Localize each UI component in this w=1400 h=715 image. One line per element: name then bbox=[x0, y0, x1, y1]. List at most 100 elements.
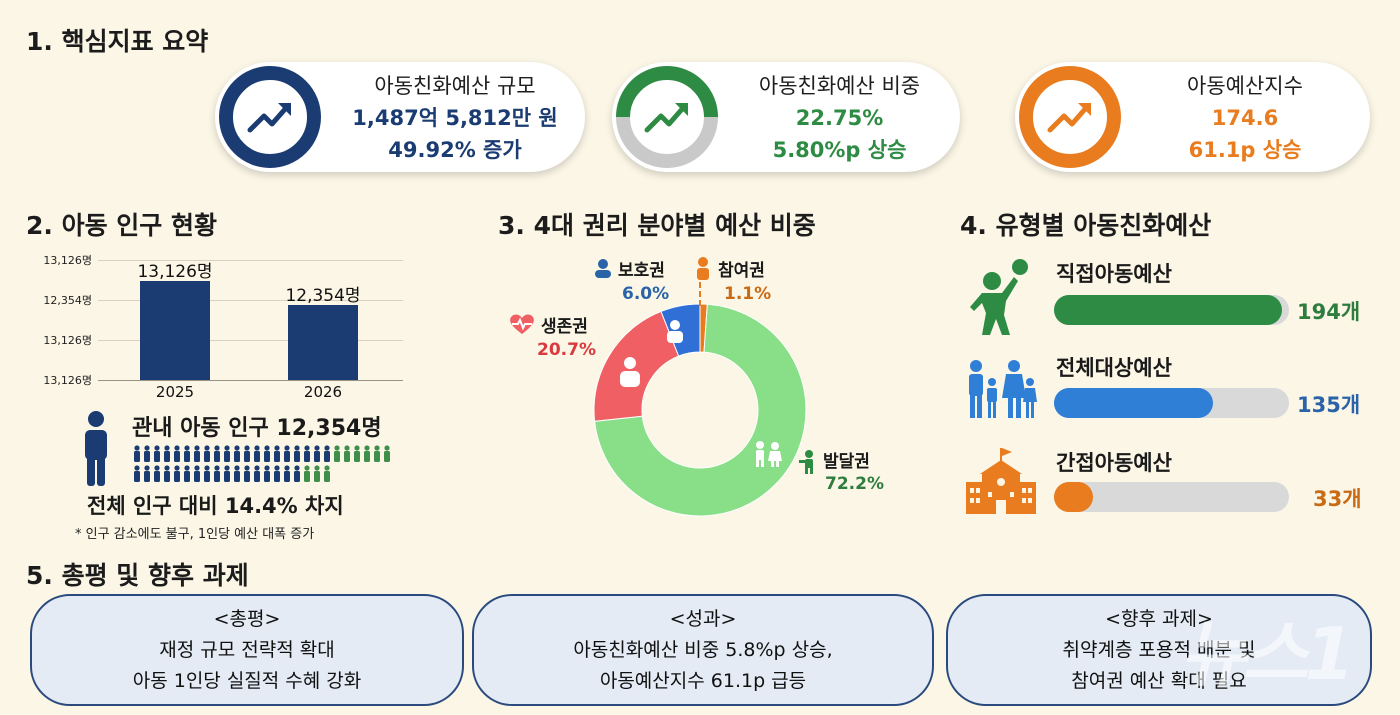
card-heading: <향후 과제> bbox=[1105, 608, 1213, 630]
bar-2025 bbox=[140, 281, 210, 380]
person-pictogram-icon bbox=[244, 465, 250, 482]
person-pictogram-icon bbox=[204, 465, 210, 482]
heart-pulse-icon bbox=[510, 314, 534, 334]
family-icon bbox=[969, 360, 1037, 418]
indirect-budget-bar-track bbox=[1054, 482, 1289, 512]
person-pictogram-icon bbox=[134, 465, 140, 482]
person-pictogram-icon bbox=[254, 465, 260, 482]
person-pictogram-icon bbox=[354, 445, 360, 462]
type-count-universal: 135개 bbox=[1297, 393, 1361, 417]
kpi-card-child-budget-index: 아동예산지수 174.6 61.1p 상승 bbox=[1015, 62, 1370, 172]
donut-slice-heart-pulse bbox=[593, 310, 680, 422]
section4-title: 4. 유형별 아동친화예산 bbox=[960, 211, 1212, 240]
person-pictogram-icon bbox=[254, 445, 260, 462]
person-pictogram-icon bbox=[144, 445, 150, 462]
type-label-indirect: 간접아동예산 bbox=[1056, 451, 1172, 475]
donut-pct-protection: 6.0% bbox=[622, 284, 670, 304]
population-share-text: 전체 인구 대비 14.4% 차지 bbox=[87, 494, 344, 518]
y-tick-label: 13,126명 bbox=[43, 254, 92, 267]
trend-up-icon bbox=[644, 103, 688, 133]
type-count-indirect: 33개 bbox=[1313, 487, 1362, 511]
person-pictogram-icon bbox=[134, 445, 140, 462]
raised-hand-icon bbox=[697, 257, 709, 280]
card-line: 재정 규모 전략적 확대 bbox=[159, 639, 335, 661]
kpi-value: 22.75% bbox=[795, 106, 884, 130]
person-pictogram-icon bbox=[294, 445, 300, 462]
person-pictogram-icon bbox=[264, 445, 270, 462]
bar-data-label: 13,126명 bbox=[137, 262, 213, 282]
card-line: 아동예산지수 61.1p 급등 bbox=[599, 670, 807, 692]
type-label-direct: 직접아동예산 bbox=[1056, 262, 1172, 286]
guardian-icon bbox=[667, 320, 683, 343]
y-tick-label: 13,126명 bbox=[43, 374, 92, 387]
budget-size-ring bbox=[219, 66, 321, 168]
person-pictogram-icon bbox=[174, 445, 180, 462]
kpi-value: 174.6 bbox=[1211, 106, 1279, 130]
section2-title: 2. 아동 인구 현황 bbox=[26, 211, 218, 240]
gridline bbox=[98, 300, 403, 301]
type-count-direct: 194개 bbox=[1297, 300, 1361, 324]
summary-card-future-tasks: <향후 과제> 취약계층 포용적 배분 및 참여권 예산 확대 필요 bbox=[946, 594, 1372, 706]
population-note: * 인구 감소에도 불구, 1인당 예산 대폭 증가 bbox=[75, 527, 315, 542]
x-axis-line bbox=[98, 380, 403, 381]
person-pictogram-icon bbox=[334, 445, 340, 462]
summary-card-achievement: <성과> 아동친화예산 비중 5.8%p 상승, 아동예산지수 61.1p 급등 bbox=[472, 594, 934, 706]
person-pictogram-icon bbox=[234, 445, 240, 462]
card-line: 참여권 예산 확대 필요 bbox=[1071, 670, 1247, 692]
person-pictogram-icon bbox=[344, 445, 350, 462]
budget-share-ring bbox=[616, 66, 718, 168]
kpi-card-budget-share: 아동친화예산 비중 22.75% 5.80%p 상승 bbox=[612, 62, 960, 172]
person-pictogram-icon bbox=[324, 465, 330, 482]
card-line: 취약계층 포용적 배분 및 bbox=[1062, 639, 1256, 661]
rights-donut-chart bbox=[593, 303, 807, 517]
kpi-label: 아동예산지수 bbox=[1187, 74, 1303, 98]
donut-label-participation: 참여권 bbox=[718, 261, 765, 281]
direct-budget-bar bbox=[1054, 295, 1282, 325]
y-tick-label: 13,126명 bbox=[43, 334, 92, 347]
population-bar-chart: 13,126명 12,354명 13,126명 13,126명 13,126명 … bbox=[0, 0, 420, 420]
trend-up-icon bbox=[1047, 103, 1091, 133]
gridline bbox=[98, 260, 403, 261]
kpi-label: 아동친화예산 규모 bbox=[374, 74, 536, 98]
person-pictogram-icon bbox=[264, 465, 270, 482]
person-pictogram-icon bbox=[324, 445, 330, 462]
donut-pct-participation: 1.1% bbox=[724, 284, 772, 304]
population-pictogram bbox=[134, 445, 390, 482]
person-pictogram-icon bbox=[184, 465, 190, 482]
person-pictogram-icon bbox=[194, 445, 200, 462]
person-pictogram-icon bbox=[164, 445, 170, 462]
universal-budget-bar-track bbox=[1054, 388, 1289, 418]
person-pictogram-icon bbox=[214, 465, 220, 482]
person-pictogram-icon bbox=[384, 445, 390, 462]
donut-label-protection: 보호권 bbox=[618, 261, 665, 281]
section1-title: 1. 핵심지표 요약 bbox=[26, 27, 209, 56]
person-pictogram-icon bbox=[274, 465, 280, 482]
person-pictogram-icon bbox=[224, 445, 230, 462]
type-label-universal: 전체대상예산 bbox=[1056, 356, 1172, 380]
trend-up-icon bbox=[247, 103, 291, 133]
kpi-label: 아동친화예산 비중 bbox=[758, 74, 921, 98]
donut-slice-guardian bbox=[660, 303, 701, 357]
y-tick-label: 12,354명 bbox=[43, 294, 92, 307]
person-pictogram-icon bbox=[144, 465, 150, 482]
person-pictogram-icon bbox=[284, 465, 290, 482]
kpi-card-budget-size: 아동친화예산 규모 1,487억 5,812만 원 49.92% 증가 bbox=[215, 62, 585, 172]
person-pictogram-icon bbox=[304, 445, 310, 462]
person-pictogram-icon bbox=[314, 465, 320, 482]
person-pictogram-icon bbox=[244, 445, 250, 462]
card-line: 아동친화예산 비중 5.8%p 상승, bbox=[573, 639, 833, 661]
card-heading: <성과> bbox=[669, 608, 737, 630]
running-child-icon bbox=[799, 450, 813, 474]
universal-budget-bar bbox=[1054, 388, 1213, 418]
donut-slice-children bbox=[594, 303, 807, 517]
children-icon bbox=[756, 441, 782, 467]
person-pictogram-icon bbox=[374, 445, 380, 462]
section5-title: 5. 총평 및 향후 과제 bbox=[26, 561, 249, 590]
person-pictogram-icon bbox=[274, 445, 280, 462]
gridline bbox=[98, 340, 403, 341]
person-pictogram-icon bbox=[304, 465, 310, 482]
person-pictogram-icon bbox=[234, 465, 240, 482]
child-person-icon bbox=[85, 411, 107, 486]
kpi-change: 61.1p 상승 bbox=[1188, 138, 1302, 162]
person-pictogram-icon bbox=[154, 465, 160, 482]
